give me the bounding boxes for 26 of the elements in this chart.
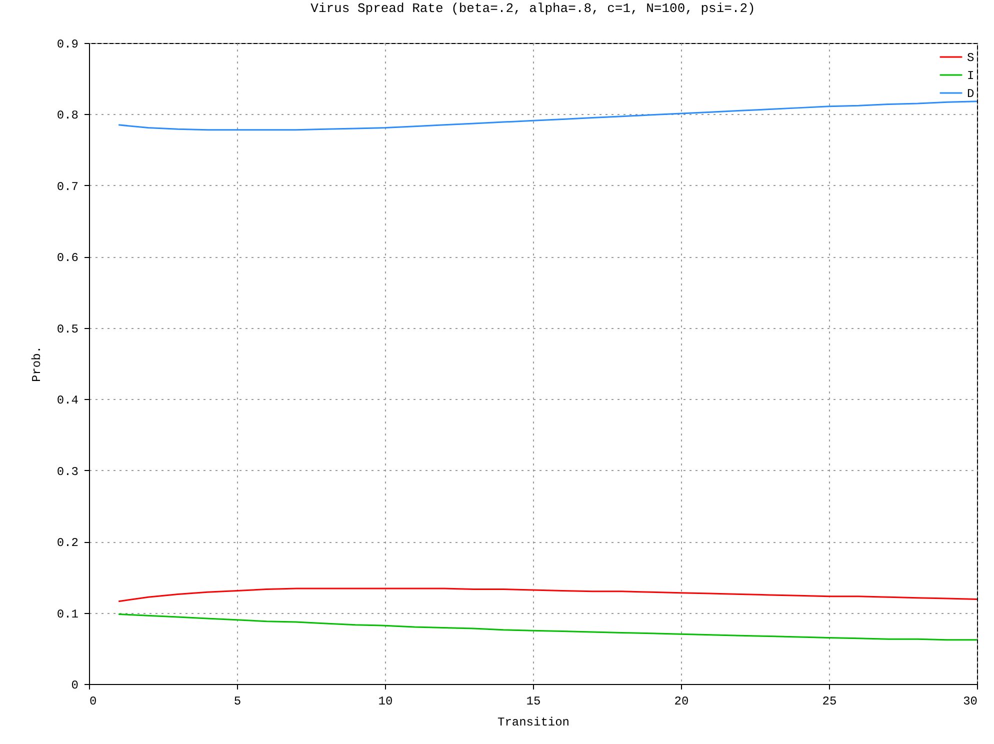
x-tick-label: 15 (526, 694, 541, 708)
legend-label: D (967, 87, 974, 101)
x-tick-label: 5 (234, 694, 242, 708)
y-axis-title: Prob. (30, 346, 44, 382)
line-series (118, 100, 977, 131)
y-tick-label: 0.8 (56, 108, 78, 123)
y-tick-label: 0.9 (56, 38, 78, 52)
y-tick-label: 0.2 (56, 536, 78, 550)
x-axis-title: Transition (497, 716, 570, 730)
legend-label: I (967, 69, 974, 83)
y-tick-label: 0.5 (56, 322, 78, 336)
y-tick-label: 0 (71, 678, 78, 692)
x-tick-label: 0 (90, 694, 97, 708)
line-series (118, 613, 977, 641)
line-series (118, 588, 977, 602)
y-tick-label: 0.4 (56, 394, 78, 408)
y-tick-label: 0.1 (56, 607, 78, 622)
x-tick-label: 30 (963, 694, 978, 708)
chart-title: Virus Spread Rate (beta=.2, alpha=.8, c=1, N=100, psi=.2) (310, 1, 756, 16)
x-tick-label: 25 (822, 694, 837, 708)
y-tick-label: 0.3 (56, 464, 78, 479)
x-tick-label: 10 (378, 694, 393, 708)
x-tick-label: 20 (674, 694, 689, 708)
y-tick-label: 0.6 (56, 251, 78, 266)
legend-label: S (967, 51, 974, 65)
y-tick-label: 0.7 (56, 180, 78, 194)
